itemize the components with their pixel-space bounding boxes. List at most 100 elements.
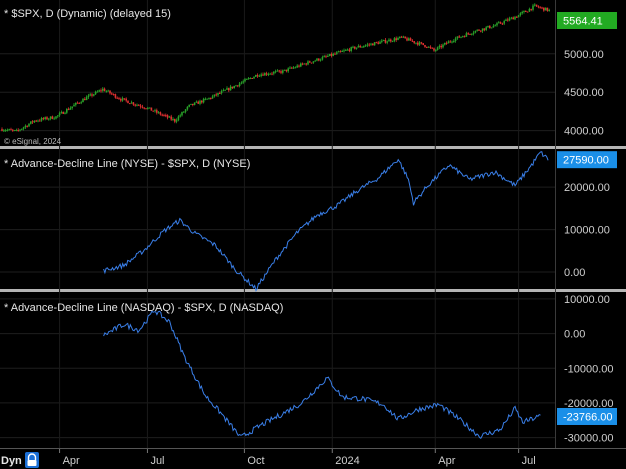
candle-body [397, 38, 399, 40]
y-tick-label: -10000.00 [564, 363, 614, 375]
candle-body [321, 57, 324, 60]
candle-body [231, 86, 234, 89]
x-axis[interactable]: Apr Jul Oct 2024 Apr Jul [59, 449, 536, 467]
candle-body [120, 99, 122, 101]
candle-body [418, 42, 421, 45]
candle-body [219, 93, 221, 95]
last-value-label[interactable]: 5564.41 [557, 12, 617, 29]
candle-body [449, 41, 451, 43]
candle-body [319, 59, 322, 61]
candle-body [4, 130, 7, 132]
y-tick-label: 0.00 [564, 267, 585, 279]
candle-body [501, 23, 504, 25]
candle-body [19, 129, 21, 131]
candle-body [249, 77, 252, 79]
candle-body [359, 45, 361, 48]
candle-body [330, 53, 333, 56]
candle-body [244, 79, 246, 82]
candle-body [377, 42, 379, 44]
candle-body [156, 110, 158, 113]
candle-body [355, 47, 358, 49]
lock-icon[interactable] [25, 452, 39, 468]
candle-body [528, 8, 531, 12]
candle-body [393, 38, 396, 41]
pane-divider-1[interactable] [0, 146, 626, 149]
candle-body [26, 125, 28, 127]
candle-body [300, 63, 302, 67]
candle-body [103, 88, 106, 92]
candle-body [192, 103, 194, 105]
y-tick-label: 10000.00 [564, 294, 610, 306]
candle-body [76, 102, 79, 104]
dynamic-scale-label[interactable]: Dyn [1, 455, 22, 467]
candle-body [548, 9, 550, 11]
candle-body [388, 39, 390, 42]
candle-body [375, 42, 378, 44]
candle-body [62, 111, 64, 114]
candle-body [193, 102, 196, 105]
candle-body [247, 78, 250, 80]
candle-body [186, 106, 189, 110]
candle-body [66, 109, 68, 113]
candle-body [37, 120, 39, 122]
candle-body [337, 51, 340, 53]
candle-body [87, 95, 90, 98]
candle-body [6, 129, 9, 131]
candle-body [283, 69, 286, 71]
pane-divider-2[interactable] [0, 289, 626, 292]
candle-body [366, 44, 369, 46]
candle-body [539, 7, 541, 9]
candle-body [125, 98, 127, 101]
candle-body [224, 89, 226, 91]
candle-body [537, 6, 540, 8]
candle-body [496, 23, 498, 26]
candle-body [390, 39, 392, 42]
candle-body [215, 94, 217, 96]
candle-body [296, 65, 298, 68]
candle-body [168, 116, 171, 118]
candle-body [526, 11, 529, 13]
candle-body [85, 97, 88, 101]
candle-body [541, 7, 543, 9]
candle-body [530, 8, 532, 10]
candle-body [188, 104, 190, 107]
candle-body [228, 88, 230, 91]
candle-body [55, 116, 57, 119]
candle-body [334, 53, 336, 55]
candle-body [415, 42, 417, 44]
candle-body [235, 85, 237, 87]
candle-body [429, 46, 432, 48]
y-axes[interactable]: 5000.00 4500.00 4000.00 5564.41 20000.00 1000… [557, 12, 617, 445]
candle-body [265, 73, 268, 75]
candle-body [253, 76, 255, 79]
y-tick-label: 20000.00 [564, 182, 610, 194]
candle-body [242, 81, 244, 83]
candle-body [298, 65, 300, 67]
candle-body [463, 36, 466, 38]
candle-body [447, 41, 450, 44]
candle-body [517, 15, 520, 18]
candle-body [12, 129, 14, 131]
nasdaq-pane-title: * Advance-Decline Line (NASDAQ) - $SPX, … [4, 302, 283, 314]
candle-body [233, 85, 235, 89]
candle-body [361, 46, 363, 48]
candle-body [220, 91, 223, 94]
candle-body [258, 75, 261, 77]
spx-price-pane[interactable] [1, 3, 550, 132]
candle-body [489, 25, 491, 29]
candle-body [456, 36, 459, 39]
candle-body [310, 62, 313, 64]
candle-body [49, 116, 52, 119]
candle-body [544, 7, 547, 11]
nyse-ad-pane[interactable] [103, 151, 549, 293]
candle-body [138, 104, 140, 106]
nasdaq-ad-pane[interactable] [103, 310, 541, 440]
last-value-label[interactable]: 27590.00 [557, 151, 617, 169]
candle-body [417, 42, 419, 45]
last-value-label[interactable]: -23766.00 [557, 407, 617, 425]
candle-body [332, 53, 334, 56]
candle-body [30, 121, 32, 124]
candle-body [370, 43, 372, 45]
candle-body [345, 49, 347, 51]
